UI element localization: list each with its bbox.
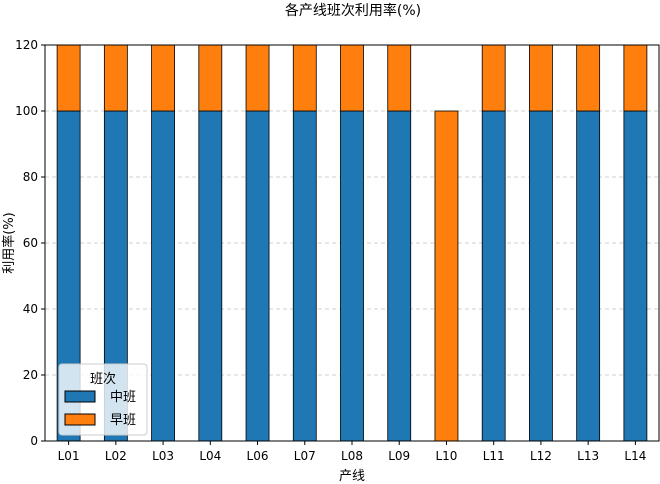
bar-L06-中班: [245, 110, 270, 442]
x-tick-label: L07: [294, 449, 316, 463]
bar-L11-中班: [481, 110, 506, 442]
bar-L10-早班: [434, 110, 459, 442]
x-tick-label: L01: [58, 449, 80, 463]
y-tick-label: 100: [15, 104, 38, 118]
bar-L07-中班: [292, 110, 317, 442]
x-tick-label: L02: [105, 449, 127, 463]
bar-L12-早班: [529, 44, 553, 112]
bar-L09-早班: [387, 44, 412, 112]
bar-L02-早班: [103, 44, 128, 112]
x-tick-label: L12: [530, 449, 552, 463]
y-tick-label: 120: [15, 38, 38, 52]
x-tick-label: L08: [341, 449, 363, 463]
y-axis: 0 20 40 60 80 100 120: [15, 38, 45, 448]
x-tick-label: L04: [199, 449, 221, 463]
x-axis-title: 产线: [339, 469, 365, 484]
y-tick-label: 40: [23, 302, 38, 316]
legend-label-mid-shift: 中班: [110, 390, 136, 405]
bar-L09-中班: [387, 110, 412, 442]
x-tick-label: L13: [577, 449, 599, 463]
bars: [56, 44, 648, 442]
legend-swatch-early-shift: [64, 413, 96, 426]
bar-L06-早班: [245, 44, 270, 112]
bar-L13-早班: [576, 44, 601, 112]
y-tick-label: 20: [23, 368, 38, 382]
y-tick-label: 0: [30, 434, 38, 448]
x-tick-label: L09: [388, 449, 410, 463]
x-tick-label: L03: [152, 449, 174, 463]
x-tick-label: L10: [435, 449, 457, 463]
bar-L07-早班: [292, 44, 317, 112]
bar-L12-中班: [529, 110, 553, 442]
bar-L03-早班: [151, 44, 175, 112]
y-axis-title: 利用率(%): [1, 212, 17, 274]
legend: 班次 中班 早班: [58, 363, 148, 436]
bar-L14-早班: [623, 44, 648, 112]
y-tick-label: 60: [23, 236, 38, 250]
x-tick-label: L06: [247, 449, 269, 463]
bar-L08-早班: [340, 44, 364, 112]
bar-L08-中班: [340, 110, 364, 442]
legend-label-early-shift: 早班: [110, 413, 136, 428]
bar-L04-早班: [198, 44, 223, 112]
x-tick-label: L14: [624, 449, 646, 463]
chart-title: 各产线班次利用率(%): [285, 2, 421, 19]
bar-L14-中班: [623, 110, 648, 442]
bar-L01-早班: [56, 44, 81, 112]
bar-L03-中班: [151, 110, 175, 442]
x-tick-label: L11: [483, 449, 505, 463]
legend-swatch-mid-shift: [64, 390, 96, 403]
x-axis: L01 L02 L03 L04 L06 L07 L08 L09 L10 L11 L12 L13 L14: [58, 441, 646, 463]
y-tick-label: 80: [23, 170, 38, 184]
bar-L11-早班: [481, 44, 506, 112]
bar-L04-中班: [198, 110, 223, 442]
legend-title: 班次: [90, 371, 116, 387]
bar-L13-中班: [576, 110, 601, 442]
